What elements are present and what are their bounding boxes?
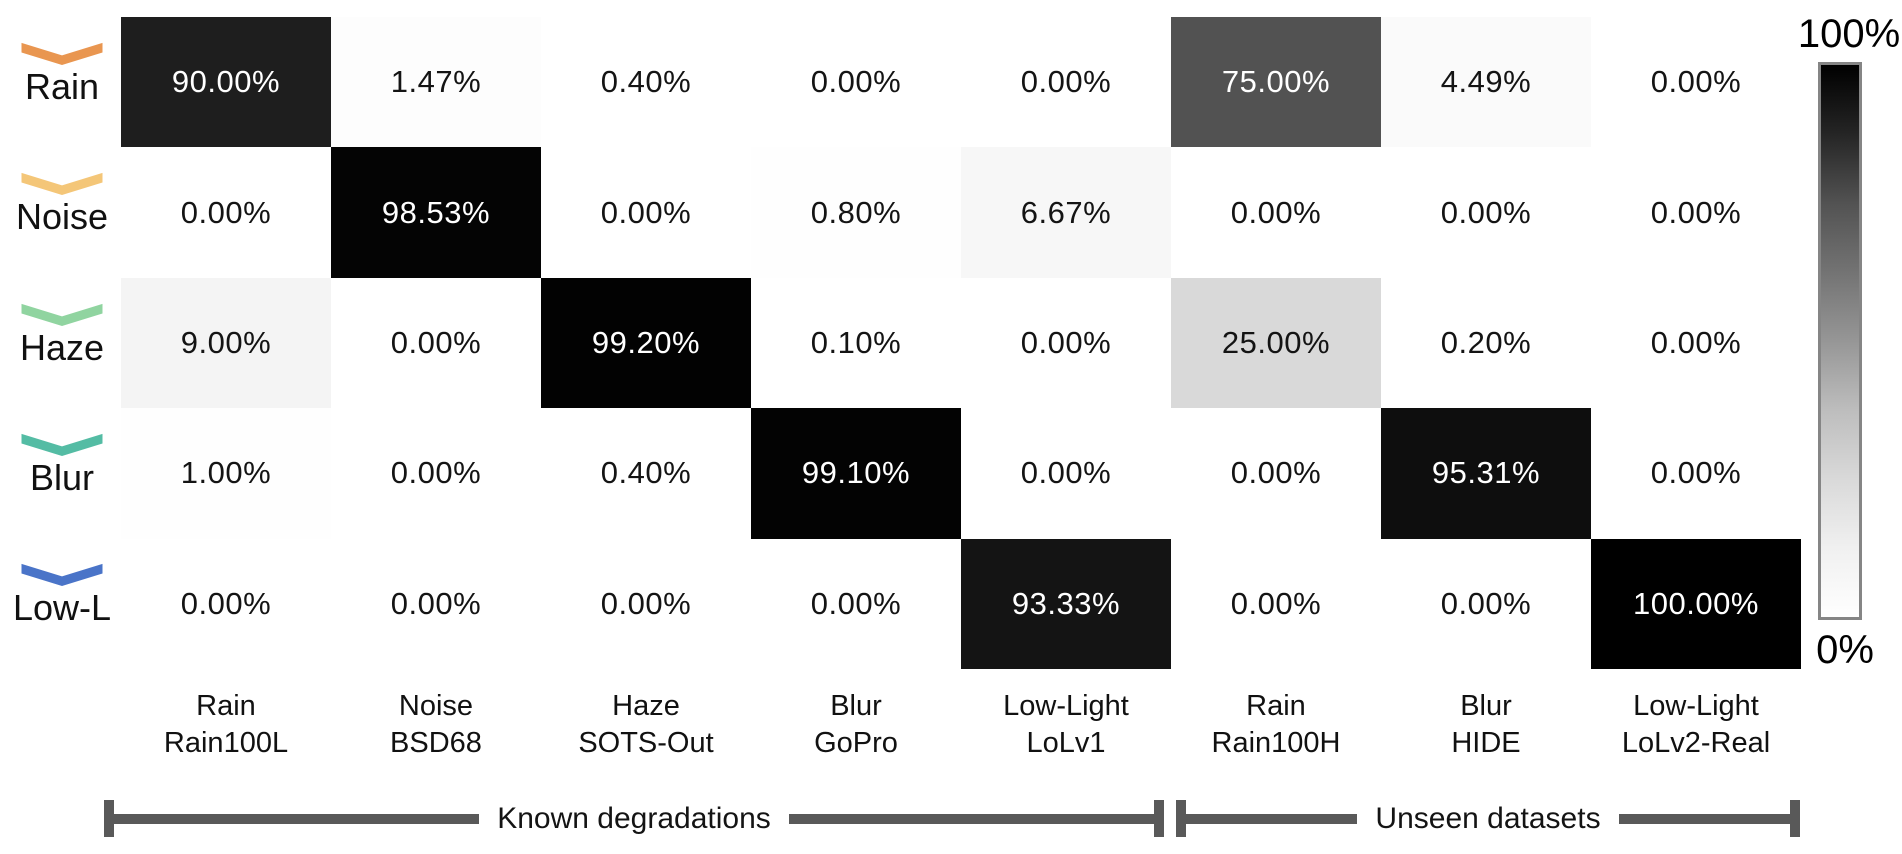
column-label-dataset: Rain100L: [163, 727, 289, 759]
matrix-cell: 0.00%: [331, 408, 541, 539]
matrix-cell: 1.00%: [121, 408, 331, 539]
column-label-degradation: Rain: [1246, 690, 1306, 722]
matrix-cell: 0.00%: [121, 147, 331, 278]
column-label-dataset: LoLv2-Real: [1621, 727, 1771, 759]
column-label-dataset: HIDE: [1451, 727, 1521, 759]
row-label-noise: Noise: [4, 137, 120, 267]
bracket-label: Unseen datasets: [1375, 801, 1601, 835]
bracket-left-cap: [1176, 800, 1186, 837]
row-label-text: Haze: [19, 326, 105, 368]
column-label-dataset: GoPro: [814, 727, 898, 759]
matrix-cell: 0.00%: [961, 17, 1171, 148]
rain-chevron-icon: [21, 42, 103, 65]
matrix-cell: 0.00%: [1381, 147, 1591, 278]
row-label-text: Rain: [24, 65, 100, 107]
matrix-cell: 0.00%: [1171, 147, 1381, 278]
column-label-dataset: Rain100H: [1211, 727, 1341, 759]
matrix-cell: 0.10%: [751, 277, 961, 409]
bracket-right-cap: [1154, 800, 1164, 837]
matrix-cell: 0.80%: [751, 147, 961, 278]
matrix-cell: 99.20%: [541, 277, 751, 409]
row-label-text: Noise: [15, 196, 109, 238]
matrix-cell: 75.00%: [1171, 17, 1381, 148]
matrix-cell: 0.00%: [1381, 538, 1591, 669]
column-label-gopro: Blur GoPro: [751, 688, 961, 762]
matrix-cell: 0.00%: [751, 17, 961, 148]
matrix-cell: 0.00%: [1171, 408, 1381, 539]
row-label-rain: Rain: [4, 7, 120, 137]
column-label-hide: Blur HIDE: [1381, 688, 1591, 762]
bracket-label: Known degradations: [497, 801, 771, 835]
column-label-degradation: Blur: [1460, 690, 1512, 722]
column-label-degradation: Rain: [196, 690, 256, 722]
matrix-cell: 6.67%: [961, 147, 1171, 278]
matrix-cell: 0.00%: [121, 538, 331, 669]
bracket-line: [1618, 813, 1790, 824]
matrix-cell: 9.00%: [121, 277, 331, 409]
matrix-cell: 0.40%: [541, 17, 751, 148]
matrix-cell: 90.00%: [121, 17, 331, 148]
column-label-dataset: LoLv1: [1026, 727, 1106, 759]
matrix-cell: 100.00%: [1591, 538, 1801, 669]
bracket-left-cap: [104, 800, 114, 837]
colorbar-min-label: 0%: [1816, 628, 1874, 672]
known-degradations-bracket: Known degradations: [104, 800, 1164, 837]
matrix-cell: 99.10%: [751, 408, 961, 539]
matrix-cell: 0.00%: [751, 538, 961, 669]
matrix-cell: 0.00%: [961, 277, 1171, 409]
bracket-line: [788, 813, 1154, 824]
matrix-cell: 0.00%: [331, 538, 541, 669]
row-label-text: Low-L: [12, 587, 112, 629]
column-label-degradation: Noise: [398, 690, 474, 722]
row-label-text: Blur: [29, 456, 95, 498]
column-label-sots-out: Haze SOTS-Out: [541, 688, 751, 762]
matrix-cell: 0.00%: [1591, 17, 1801, 148]
column-label-lolv2-real: Low-Light LoLv2-Real: [1591, 688, 1801, 762]
colorbar: [1818, 62, 1862, 620]
column-label-lolv1: Low-Light LoLv1: [961, 688, 1171, 762]
bracket-line: [114, 813, 480, 824]
column-label-degradation: Haze: [612, 690, 680, 722]
column-label-degradation: Blur: [830, 690, 882, 722]
matrix-cell: 95.31%: [1381, 408, 1591, 539]
matrix-cell: 0.20%: [1381, 277, 1591, 409]
matrix-cell: 0.40%: [541, 408, 751, 539]
matrix-cell: 0.00%: [961, 408, 1171, 539]
column-label-degradation: Low-Light: [1003, 690, 1129, 722]
matrix-cell: 0.00%: [331, 277, 541, 409]
column-label-bsd68: Noise BSD68: [331, 688, 541, 762]
matrix-cell: 0.00%: [1591, 408, 1801, 539]
row-label-blur: Blur: [4, 398, 120, 528]
matrix-cell: 0.00%: [541, 147, 751, 278]
column-label-rain100l: Rain Rain100L: [121, 688, 331, 762]
unseen-datasets-bracket: Unseen datasets: [1176, 800, 1800, 837]
haze-chevron-icon: [21, 303, 103, 326]
matrix-cell: 98.53%: [331, 147, 541, 278]
matrix-cell: 0.00%: [541, 538, 751, 669]
matrix-cell: 0.00%: [1591, 277, 1801, 409]
bracket-line: [1186, 813, 1358, 824]
blur-chevron-icon: [21, 433, 103, 457]
noise-chevron-icon: [21, 173, 103, 196]
column-label-degradation: Low-Light: [1633, 690, 1759, 722]
row-label-haze: Haze: [4, 268, 120, 398]
matrix-cell: 4.49%: [1381, 17, 1591, 148]
matrix-cell: 0.00%: [1591, 147, 1801, 278]
matrix-cell: 25.00%: [1171, 277, 1381, 409]
bracket-right-cap: [1790, 800, 1800, 837]
row-label-low-l: Low-L: [4, 529, 120, 659]
colorbar-max-label: 100%: [1797, 12, 1901, 56]
matrix-cell: 1.47%: [331, 17, 541, 148]
matrix-cell: 93.33%: [961, 538, 1171, 669]
low-l-chevron-icon: [21, 564, 103, 587]
column-label-rain100h: Rain Rain100H: [1171, 688, 1381, 762]
column-label-dataset: SOTS-Out: [578, 727, 714, 759]
column-label-dataset: BSD68: [390, 727, 482, 759]
matrix-cell: 0.00%: [1171, 538, 1381, 669]
